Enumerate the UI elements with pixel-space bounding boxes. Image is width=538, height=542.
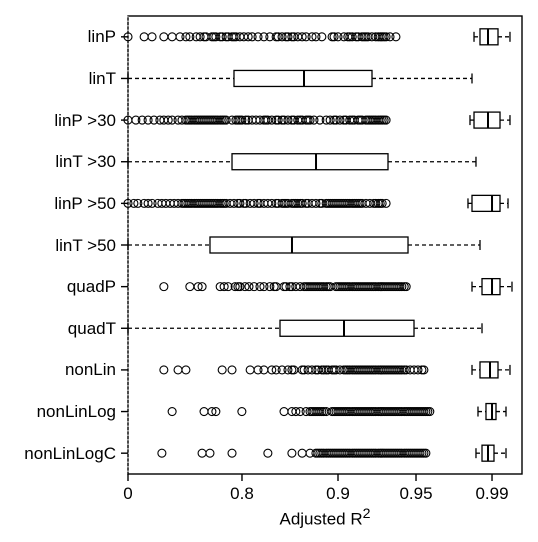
outlier-point (160, 33, 168, 41)
row-label: linP >50 (54, 194, 116, 214)
box (480, 362, 498, 378)
box (486, 404, 496, 420)
outlier-point (238, 408, 246, 416)
chart-container: 0 0.8 0.9 0.95 0.99 Adjusted R2 linP linT linP >… (0, 0, 538, 542)
box (234, 70, 372, 86)
outlier-point (260, 366, 268, 374)
outlier-point (298, 449, 306, 457)
boxplot-row (124, 112, 510, 128)
outlier-point (198, 449, 206, 457)
row-label: linT >50 (55, 236, 116, 256)
row-label: linT >30 (55, 152, 116, 172)
box (210, 237, 408, 253)
boxplot-row (168, 404, 506, 420)
outlier-point (392, 33, 400, 41)
boxplot-row (160, 362, 510, 378)
x-axis-label: Adjusted R2 (279, 506, 370, 530)
outlier-point (168, 33, 176, 41)
boxplot-row (128, 320, 482, 336)
boxplot-row (124, 195, 508, 211)
outlier-point (290, 366, 298, 374)
x-tick-label: 0.99 (475, 484, 508, 504)
outlier-point (182, 366, 190, 374)
x-tick-label: 0.9 (326, 484, 350, 504)
row-label: linP (88, 27, 116, 47)
box (232, 154, 388, 170)
outlier-point (200, 408, 208, 416)
outlier-point (228, 449, 236, 457)
outlier-point (288, 449, 296, 457)
box (480, 29, 498, 45)
x-tick-label: 0.8 (230, 484, 254, 504)
outlier-point (148, 33, 156, 41)
outlier-point (218, 366, 226, 374)
x-tick-label: 0 (123, 484, 132, 504)
row-label: quadP (67, 277, 116, 297)
boxplot-row (128, 237, 480, 253)
outlier-point (246, 366, 254, 374)
outlier-point (318, 33, 326, 41)
row-label: linP >30 (54, 111, 116, 131)
outlier-point (160, 283, 168, 291)
outlier-point (158, 449, 166, 457)
outlier-point (174, 366, 182, 374)
box (482, 279, 500, 295)
row-label: quadT (68, 319, 116, 339)
outlier-point (228, 366, 236, 374)
box (280, 320, 414, 336)
outlier-point (160, 366, 168, 374)
outlier-point (140, 33, 148, 41)
row-label: nonLinLogC (24, 444, 116, 464)
row-label: nonLin (65, 360, 116, 380)
boxplot-row (128, 154, 476, 170)
boxplot-row (160, 279, 512, 295)
outlier-point (420, 366, 428, 374)
outlier-point (264, 449, 272, 457)
row-label: linT (89, 69, 116, 89)
outlier-point (168, 408, 176, 416)
x-tick-label: 0.95 (399, 484, 432, 504)
outlier-point (206, 449, 214, 457)
row-label: nonLinLog (37, 402, 116, 422)
boxplot-row (128, 70, 472, 86)
boxplot-row (158, 445, 506, 461)
outlier-point (186, 283, 194, 291)
box (472, 195, 500, 211)
boxplot-row (124, 29, 510, 45)
outlier-point (280, 408, 288, 416)
